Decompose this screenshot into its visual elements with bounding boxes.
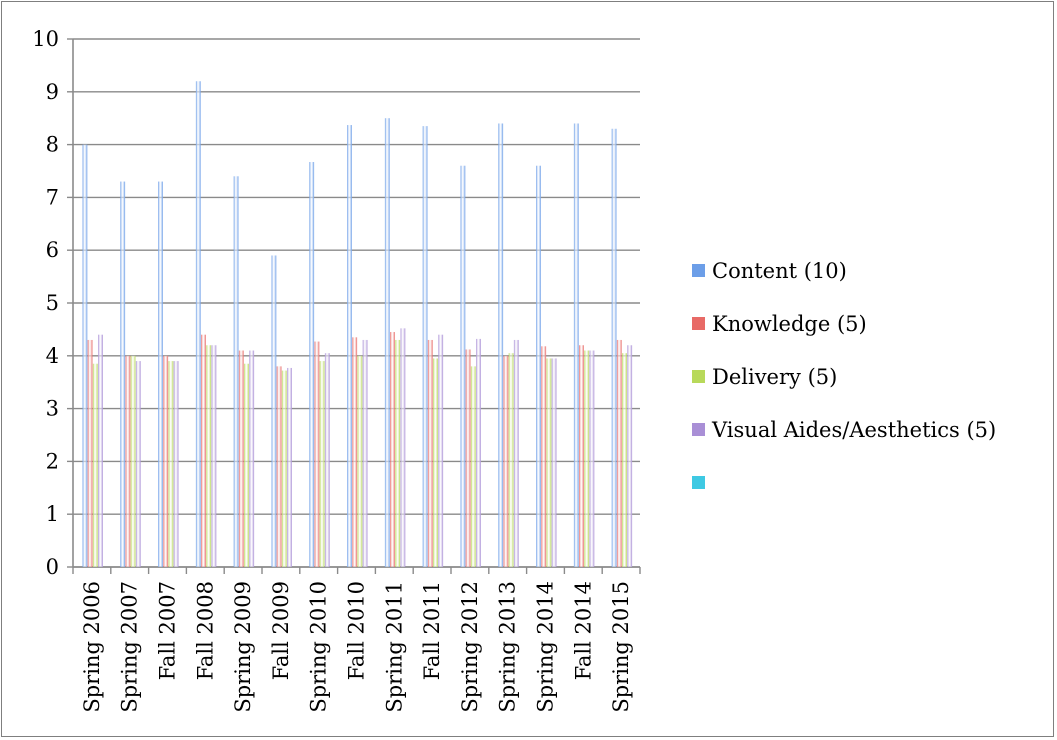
x-tick-label-11: Spring 2013 (496, 581, 520, 713)
bar-knowledge-3 (201, 334, 206, 567)
bar-content-8 (384, 118, 390, 567)
bar-visual-12 (551, 358, 557, 567)
bar-visual-10 (476, 338, 481, 567)
x-tick-label-14: Spring 2015 (609, 581, 633, 713)
bar-delivery-7 (357, 355, 363, 567)
x-tick-label-9: Fall 2011 (420, 581, 444, 680)
legend-swatch-1 (692, 317, 705, 330)
bar-knowledge-5 (276, 366, 282, 567)
bar-delivery-13 (584, 350, 590, 567)
bar-content-5 (271, 255, 277, 568)
x-tick-label-5: Fall 2009 (269, 581, 293, 680)
bar-delivery-3 (206, 345, 212, 567)
bar-content-4 (233, 176, 239, 567)
bar-knowledge-11 (503, 355, 509, 567)
bar-content-3 (195, 81, 201, 568)
bar-content-9 (422, 126, 428, 568)
bar-knowledge-12 (541, 346, 547, 567)
x-tick-label-7: Fall 2010 (345, 581, 369, 680)
bar-delivery-4 (244, 363, 249, 567)
y-tick-label-7: 7 (46, 185, 59, 209)
legend-label-0: Content (10) (712, 259, 847, 283)
x-tick-label-13: Fall 2014 (571, 581, 595, 680)
bar-content-1 (120, 181, 126, 567)
legend-swatch-extra (692, 476, 705, 489)
bar-content-12 (536, 165, 541, 567)
x-tick-label-1: Spring 2007 (118, 581, 142, 713)
bar-delivery-6 (319, 361, 325, 567)
legend-label-1: Knowledge (5) (712, 312, 867, 336)
bar-visual-6 (324, 353, 330, 567)
legend-label-3: Visual Aides/Aesthetics (5) (711, 418, 996, 442)
bar-visual-2 (173, 361, 179, 567)
bar-visual-8 (400, 328, 406, 567)
bar-content-7 (347, 125, 352, 568)
bar-delivery-14 (622, 353, 627, 567)
bar-visual-14 (627, 345, 633, 567)
y-tick-label-1: 1 (46, 502, 59, 526)
bar-delivery-2 (168, 361, 174, 567)
bar-visual-9 (438, 334, 444, 567)
bar-knowledge-4 (238, 350, 244, 567)
x-tick-label-8: Spring 2011 (382, 581, 406, 713)
bar-content-11 (498, 123, 504, 567)
bar-visual-11 (513, 339, 519, 567)
bar-knowledge-9 (427, 339, 433, 567)
bar-content-0 (82, 144, 88, 567)
x-tick-label-6: Spring 2010 (307, 581, 331, 713)
y-tick-label-8: 8 (46, 133, 59, 157)
bar-knowledge-7 (352, 337, 358, 567)
y-tick-label-6: 6 (46, 238, 59, 262)
bar-delivery-0 (92, 363, 98, 567)
bar-visual-13 (589, 350, 595, 567)
bar-delivery-10 (470, 366, 476, 567)
bar-visual-5 (287, 367, 292, 567)
bar-visual-3 (211, 345, 217, 567)
bar-delivery-9 (433, 358, 438, 567)
bar-content-13 (573, 123, 579, 567)
bar-knowledge-14 (616, 339, 622, 567)
bar-knowledge-0 (87, 339, 93, 567)
legend-label-2: Delivery (5) (712, 365, 837, 389)
y-tick-label-5: 5 (46, 291, 59, 315)
bar-visual-4 (249, 350, 255, 567)
bar-delivery-5 (281, 370, 287, 567)
bar-knowledge-8 (390, 332, 395, 567)
y-tick-label-4: 4 (46, 344, 59, 368)
legend-swatch-2 (692, 370, 705, 383)
bar-delivery-1 (130, 355, 136, 567)
bar-delivery-8 (395, 339, 401, 567)
y-tick-label-2: 2 (46, 449, 59, 473)
bar-visual-0 (98, 334, 103, 567)
x-tick-label-3: Fall 2008 (193, 581, 217, 680)
x-tick-label-4: Spring 2009 (231, 581, 255, 713)
bar-delivery-11 (508, 353, 514, 567)
y-tick-label-0: 0 (46, 555, 59, 579)
bar-content-14 (611, 128, 617, 567)
x-tick-label-12: Spring 2014 (534, 581, 558, 713)
bar-content-6 (309, 162, 315, 568)
bar-knowledge-1 (125, 355, 131, 567)
bar-knowledge-6 (314, 341, 320, 567)
x-tick-label-10: Spring 2012 (458, 581, 482, 713)
bar-visual-7 (362, 339, 368, 567)
y-tick-label-9: 9 (46, 80, 59, 104)
bar-delivery-12 (546, 358, 552, 567)
bar-content-2 (158, 181, 163, 567)
bar-visual-1 (135, 361, 141, 567)
bar-knowledge-10 (465, 349, 471, 567)
x-tick-label-2: Fall 2007 (156, 581, 180, 680)
y-tick-label-3: 3 (46, 397, 59, 421)
x-tick-label-0: Spring 2006 (80, 581, 104, 713)
y-tick-label-10: 10 (32, 27, 59, 51)
legend-swatch-0 (692, 264, 705, 277)
legend-swatch-3 (692, 423, 705, 436)
bar-knowledge-2 (163, 355, 169, 567)
bar-content-10 (460, 165, 466, 567)
bar-knowledge-13 (579, 345, 584, 567)
